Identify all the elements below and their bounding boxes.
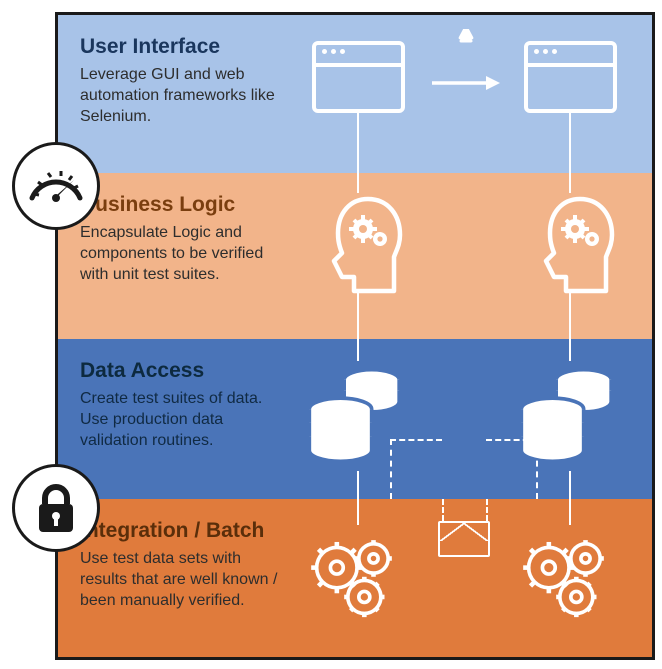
layer-text: Data Access Create test suites of data. … <box>58 339 308 499</box>
layer-integration-batch: Integration / Batch Use test data sets w… <box>58 499 652 657</box>
envelope-icon <box>438 521 490 557</box>
lock-icon <box>31 480 81 536</box>
layer-desc: Use test data sets with results that are… <box>80 549 290 611</box>
layer-text: User Interface Leverage GUI and web auto… <box>58 15 308 173</box>
layer-desc: Encapsulate Logic and components to be v… <box>80 223 290 285</box>
layer-data-access: Data Access Create test suites of data. … <box>58 339 652 499</box>
layer-title: Business Logic <box>80 193 290 217</box>
recycle-icon <box>448 29 484 63</box>
layer-title: Integration / Batch <box>80 519 290 543</box>
browser-window-icon <box>312 41 405 113</box>
layer-icons <box>308 499 652 657</box>
layer-icons <box>308 173 652 339</box>
layer-user-interface: User Interface Leverage GUI and web auto… <box>58 15 652 173</box>
layer-title: Data Access <box>80 359 290 383</box>
layer-icons <box>308 339 652 499</box>
layer-icons <box>308 15 652 173</box>
lock-badge <box>12 464 100 552</box>
gauge-icon <box>24 154 88 218</box>
layer-desc: Create test suites of data. Use producti… <box>80 389 290 451</box>
layer-desc: Leverage GUI and web automation framewor… <box>80 65 290 127</box>
layer-title: User Interface <box>80 35 290 59</box>
layer-business-logic: Business Logic Encapsulate Logic and com… <box>58 173 652 339</box>
diagram-frame: User Interface Leverage GUI and web auto… <box>55 12 655 660</box>
gauge-badge <box>12 142 100 230</box>
arrow-right-icon <box>430 73 502 93</box>
head-gears-icon <box>520 193 620 303</box>
gears-icon <box>514 525 624 635</box>
head-gears-icon <box>308 193 408 303</box>
browser-window-icon <box>524 41 617 113</box>
gears-icon <box>302 525 412 635</box>
